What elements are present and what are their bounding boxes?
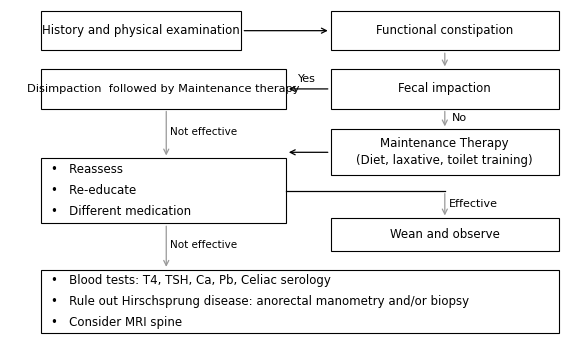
Text: Fecal impaction: Fecal impaction (399, 83, 491, 95)
FancyBboxPatch shape (331, 129, 559, 175)
Text: Wean and observe: Wean and observe (390, 228, 500, 241)
Text: Maintenance Therapy
(Diet, laxative, toilet training): Maintenance Therapy (Diet, laxative, toi… (357, 137, 533, 167)
FancyBboxPatch shape (41, 11, 242, 50)
Text: Functional constipation: Functional constipation (376, 24, 513, 37)
Text: No: No (452, 113, 467, 123)
Text: Not effective: Not effective (170, 127, 237, 137)
Text: History and physical examination: History and physical examination (42, 24, 240, 37)
Text: Effective: Effective (449, 198, 498, 208)
FancyBboxPatch shape (331, 11, 559, 50)
FancyBboxPatch shape (41, 270, 559, 333)
FancyBboxPatch shape (41, 158, 286, 223)
FancyBboxPatch shape (331, 218, 559, 251)
Text: •   Blood tests: T4, TSH, Ca, Pb, Celiac serology
•   Rule out Hirschsprung dise: • Blood tests: T4, TSH, Ca, Pb, Celiac s… (51, 274, 469, 329)
FancyBboxPatch shape (331, 69, 559, 109)
Text: Disimpaction  followed by Maintenance therapy: Disimpaction followed by Maintenance the… (27, 84, 300, 94)
Text: •   Reassess
•   Re-educate
•   Different medication: • Reassess • Re-educate • Different medi… (51, 163, 191, 218)
FancyBboxPatch shape (41, 69, 286, 109)
Text: Not effective: Not effective (170, 240, 237, 250)
Text: Yes: Yes (298, 74, 316, 84)
